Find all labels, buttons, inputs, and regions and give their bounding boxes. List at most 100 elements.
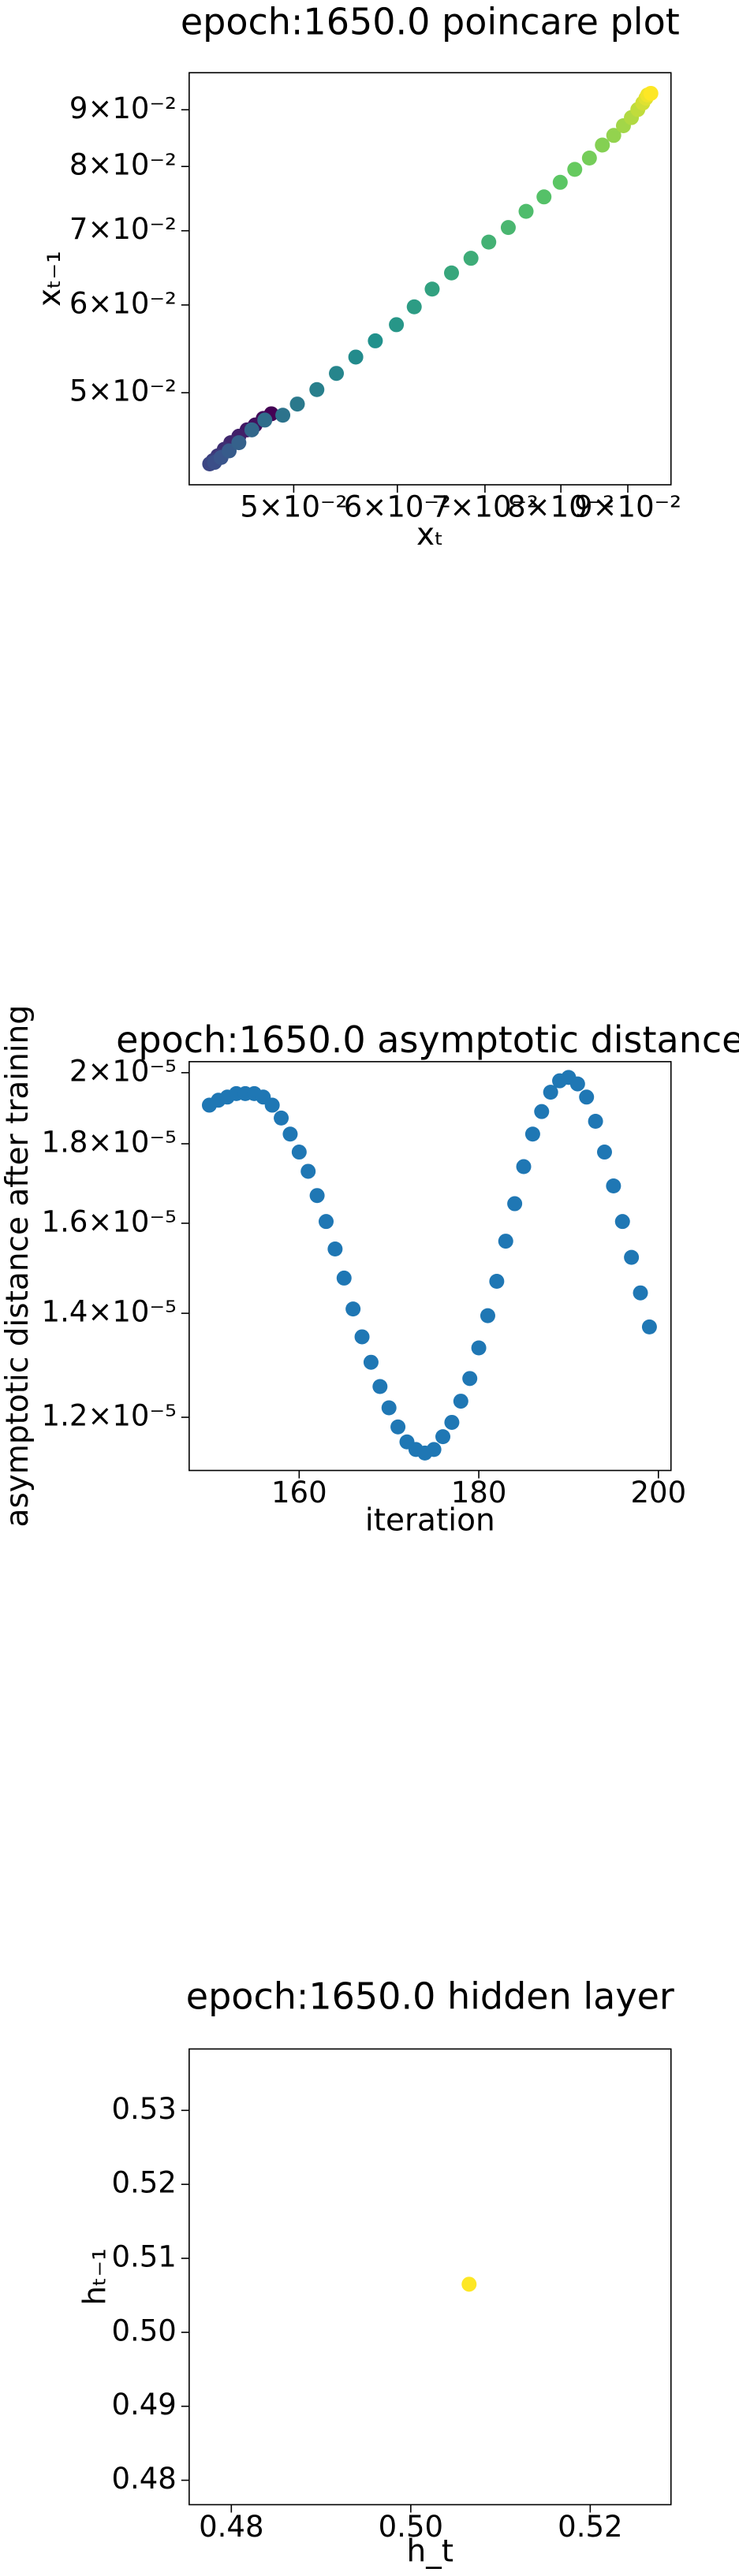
point — [552, 174, 568, 190]
x-axis-label: iteration — [365, 1503, 495, 1539]
point — [282, 1126, 298, 1142]
point — [633, 1285, 648, 1301]
x-tick-label: 9×10⁻² — [574, 490, 681, 524]
point — [453, 1394, 468, 1409]
point — [231, 435, 247, 451]
point — [536, 189, 552, 205]
point — [257, 412, 273, 428]
point — [524, 1126, 540, 1142]
point — [318, 1214, 334, 1230]
x-tick-label: 0.52 — [558, 2510, 622, 2544]
y-tick-label: 9×10⁻² — [69, 91, 177, 125]
point — [289, 396, 305, 412]
point — [309, 1188, 325, 1204]
x-axis-label: xₜ — [416, 517, 444, 553]
point — [481, 234, 497, 250]
point — [424, 281, 440, 297]
point — [329, 366, 345, 382]
point — [579, 1089, 595, 1105]
point — [507, 1196, 523, 1212]
x-tick-label: 180 — [451, 1476, 507, 1509]
point — [534, 1104, 550, 1119]
y-tick-label: 1.2×10⁻⁵ — [42, 1399, 177, 1433]
point — [516, 1159, 532, 1174]
point — [518, 203, 534, 219]
point — [614, 1214, 630, 1230]
point — [489, 1274, 505, 1290]
point — [588, 1113, 603, 1129]
point — [463, 251, 479, 266]
point — [345, 1301, 361, 1317]
x-tick-label: 160 — [271, 1476, 327, 1509]
y-tick-label: 0.48 — [111, 2462, 176, 2496]
point — [363, 1354, 379, 1370]
point — [264, 1097, 280, 1113]
point — [596, 1145, 612, 1160]
plot-frame — [188, 1061, 672, 1472]
point — [348, 349, 364, 365]
point — [426, 1442, 442, 1457]
chart: epoch:1650.0 poincare plot5×10⁻²6×10⁻²7×… — [32, 0, 681, 553]
y-tick-label: 0.50 — [111, 2314, 176, 2347]
y-tick-label: 0.52 — [111, 2166, 176, 2200]
point — [641, 1319, 657, 1335]
chart: epoch:1650.0 asymptotic distance 160 180 20… — [0, 1005, 739, 1539]
y-tick-label: 1.4×10⁻⁵ — [42, 1295, 177, 1329]
x-tick-label: 5×10⁻² — [240, 490, 347, 524]
point — [390, 1419, 406, 1435]
x-tick-label: 0.48 — [199, 2510, 263, 2544]
x-tick-label: 6×10⁻² — [344, 490, 451, 524]
point — [461, 2276, 477, 2292]
y-tick-label: 8×10⁻² — [69, 148, 177, 182]
point — [435, 1429, 451, 1445]
point — [336, 1270, 352, 1286]
point — [406, 299, 422, 315]
point — [372, 1379, 388, 1394]
y-tick-label: 1.6×10⁻⁵ — [42, 1204, 177, 1238]
y-tick-label: 6×10⁻² — [69, 286, 177, 320]
point — [595, 137, 610, 153]
point — [643, 85, 659, 101]
chart: epoch:1650.0 hidden layer 0.48 0.50 0.52 0.4… — [78, 1975, 674, 2569]
point — [444, 1414, 460, 1430]
y-tick-label: 7×10⁻² — [69, 212, 177, 246]
y-tick-label: 1.8×10⁻⁵ — [42, 1126, 177, 1160]
chart-title: epoch:1650.0 poincare plot — [181, 0, 680, 43]
x-axis-label: h_t — [407, 2534, 454, 2570]
point — [624, 1249, 640, 1265]
y-axis-label: xₜ₋₁ — [32, 251, 68, 307]
point — [275, 408, 291, 423]
point — [480, 1308, 495, 1323]
point — [581, 151, 597, 166]
x-tick-label: 200 — [630, 1476, 686, 1509]
point — [471, 1340, 487, 1356]
point — [567, 162, 583, 177]
x-tick-label: 7×10⁻² — [431, 490, 539, 524]
chart-title: epoch:1650.0 hidden layer — [186, 1975, 674, 2017]
y-tick-label: 0.51 — [111, 2239, 176, 2273]
point — [498, 1234, 513, 1249]
y-tick-label: 0.53 — [111, 2092, 176, 2126]
point — [244, 422, 259, 437]
x-tick-label: 8×10⁻² — [507, 490, 614, 524]
point — [291, 1145, 307, 1160]
point — [500, 220, 516, 236]
plot-frame — [188, 2048, 672, 2506]
y-tick-label: 2×10⁻⁵ — [69, 1054, 177, 1088]
chart-title: epoch:1650.0 asymptotic distance — [116, 1018, 739, 1061]
point — [606, 128, 621, 143]
point — [606, 1178, 621, 1193]
y-tick-label: 0.49 — [111, 2388, 176, 2422]
point — [368, 333, 383, 348]
y-axis-label: asymptotic distance after training — [0, 1005, 35, 1528]
point — [569, 1076, 585, 1092]
y-tick-label: 5×10⁻² — [69, 374, 177, 408]
point — [443, 265, 459, 281]
x-tick-label: 0.50 — [379, 2510, 443, 2544]
point — [389, 317, 405, 333]
point — [381, 1400, 397, 1416]
point — [543, 1085, 558, 1100]
plot-frame — [188, 72, 672, 486]
point — [274, 1110, 289, 1126]
